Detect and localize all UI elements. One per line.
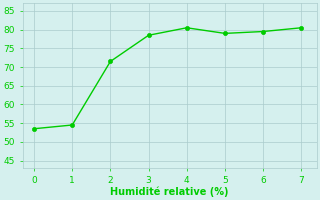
X-axis label: Humidité relative (%): Humidité relative (%): [110, 186, 229, 197]
